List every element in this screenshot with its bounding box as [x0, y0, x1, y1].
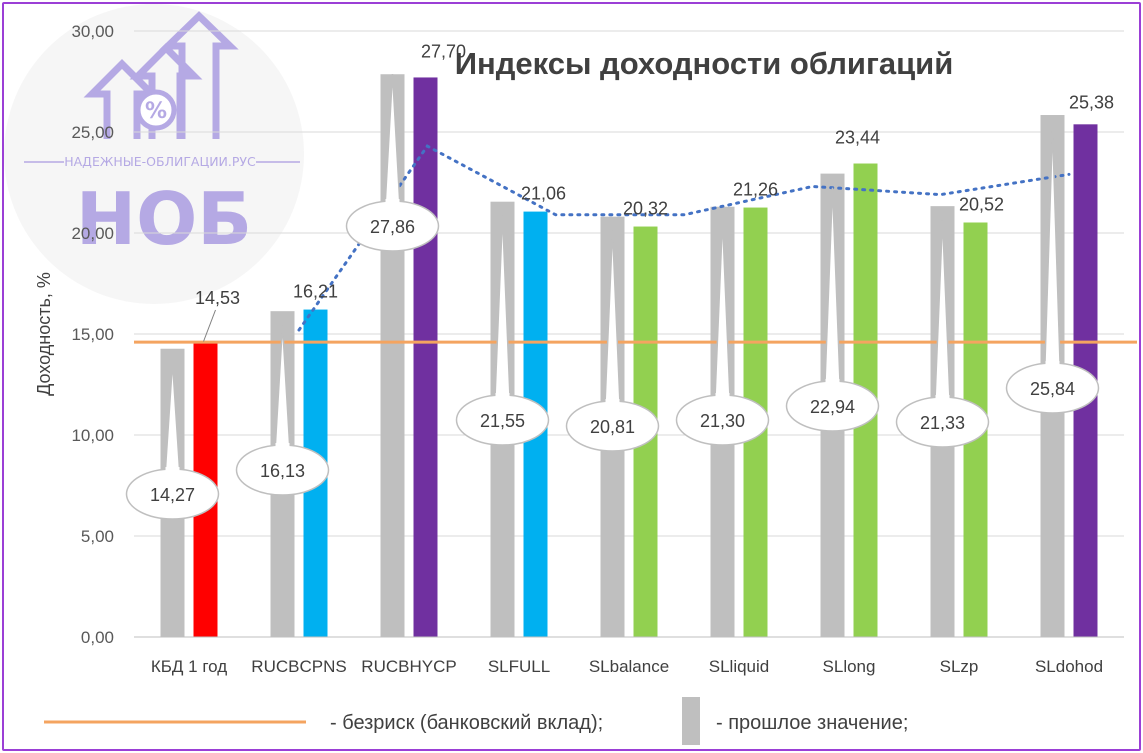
nob-logo: % НАДЕЖНЫЕ-ОБЛИГАЦИИ.РУС НОБ: [4, 4, 304, 304]
y-tick-label: 30,00: [71, 22, 114, 41]
previous-value-label: 25,84: [1030, 379, 1075, 399]
current-value-labels: 14,53 16,21 27,70 21,06 20,32 21,26 23,44 20,52…: [195, 41, 1114, 342]
chart-title: Индексы доходности облигаций: [455, 46, 954, 81]
y-axis-label: Доходность, %: [34, 272, 54, 396]
legend-riskfree-label: - безриск (банковский вклад);: [330, 712, 603, 734]
callout-joint: [1045, 361, 1060, 367]
callout-joint: [495, 393, 510, 399]
current-value-label: 25,38: [1069, 92, 1114, 112]
previous-value-label: 21,55: [480, 411, 525, 431]
previous-value-callout: 14,27: [125, 362, 220, 520]
current-value-label: 23,44: [835, 128, 880, 148]
legend-previous-label: - прошлое значение;: [716, 712, 908, 734]
y-tick-label: 10,00: [71, 426, 114, 445]
previous-value-callouts: 14,27 16,13 27,86 21,55 20,81 21,30 22,94 21,33…: [125, 73, 1100, 520]
current-value-label: 21,06: [521, 184, 566, 204]
y-tick-label: 25,00: [71, 123, 114, 142]
bond-yield-chart: % НАДЕЖНЫЕ-ОБЛИГАЦИИ.РУС НОБ 0,00 5,00 10,…: [4, 4, 1137, 745]
x-tick-label: SLdohod: [1035, 657, 1103, 676]
legend: - безриск (банковский вклад); - прошлое …: [44, 697, 908, 745]
previous-value-label: 22,94: [810, 397, 855, 417]
previous-value-callout: 16,13: [235, 325, 330, 496]
previous-value-label: 14,27: [150, 485, 195, 505]
trend-line-group: [297, 144, 1071, 332]
x-axis: КБД 1 год RUCBCPNS RUCBHYCP SLFULL SLbalance…: [134, 636, 1124, 676]
logo-acronym: НОБ: [76, 177, 252, 261]
callout-joint: [605, 399, 620, 405]
y-tick-label: 0,00: [81, 628, 114, 647]
previous-value-callout: 20,81: [565, 230, 660, 452]
x-tick-label: КБД 1 год: [151, 657, 227, 676]
legend-previous-swatch: [682, 697, 700, 745]
previous-value-callout: 22,94: [785, 187, 880, 432]
previous-value-callout: 21,30: [675, 220, 770, 446]
previous-value-callout: 25,84: [1005, 129, 1100, 414]
previous-value-label: 27,86: [370, 217, 415, 237]
x-tick-label: RUCBCPNS: [251, 657, 346, 676]
previous-value-callout: 21,33: [895, 220, 990, 448]
y-tick-label: 15,00: [71, 325, 114, 344]
previous-value-label: 21,33: [920, 413, 965, 433]
previous-value-callout: 27,86: [345, 73, 440, 252]
current-value-label: 21,26: [733, 180, 778, 200]
current-value-label: 20,52: [959, 194, 1004, 214]
current-value-label: 16,21: [293, 282, 338, 302]
current-value-label: 20,32: [623, 199, 668, 219]
x-tick-label: SLliquid: [709, 657, 770, 676]
logo-percent-symbol: %: [145, 99, 167, 124]
previous-value-label: 21,30: [700, 411, 745, 431]
logo-arrows-icon: [83, 11, 239, 139]
callout-joint: [165, 467, 180, 473]
previous-value-label: 16,13: [260, 461, 305, 481]
callout-joint: [715, 393, 730, 399]
y-axis: 0,00 5,00 10,00 15,00 20,00 25,00 30,00: [71, 22, 114, 647]
logo-circle-backdrop: [4, 4, 304, 304]
callout-joint: [385, 199, 400, 205]
previous-value-callout: 21,55: [455, 215, 550, 446]
x-tick-label: SLbalance: [589, 657, 669, 676]
callout-joint: [825, 379, 840, 385]
trend-line: [297, 144, 1071, 332]
label-leader-line: [203, 309, 216, 342]
current-value-label: 27,70: [421, 41, 466, 61]
callout-joint: [275, 443, 290, 449]
logo-caption: НАДЕЖНЫЕ-ОБЛИГАЦИИ.РУС: [64, 154, 256, 169]
x-tick-label: RUCBHYCP: [361, 657, 456, 676]
y-tick-label: 5,00: [81, 527, 114, 546]
x-tick-label: SLFULL: [488, 657, 550, 676]
current-value-label: 14,53: [195, 288, 240, 308]
y-tick-label: 20,00: [71, 224, 114, 243]
x-tick-label: SLlong: [823, 657, 876, 676]
x-tick-label: SLzp: [940, 657, 979, 676]
previous-value-label: 20,81: [590, 417, 635, 437]
current-value-bar: [413, 77, 438, 637]
callout-joint: [935, 395, 950, 401]
logo-percent-badge: [135, 89, 177, 131]
